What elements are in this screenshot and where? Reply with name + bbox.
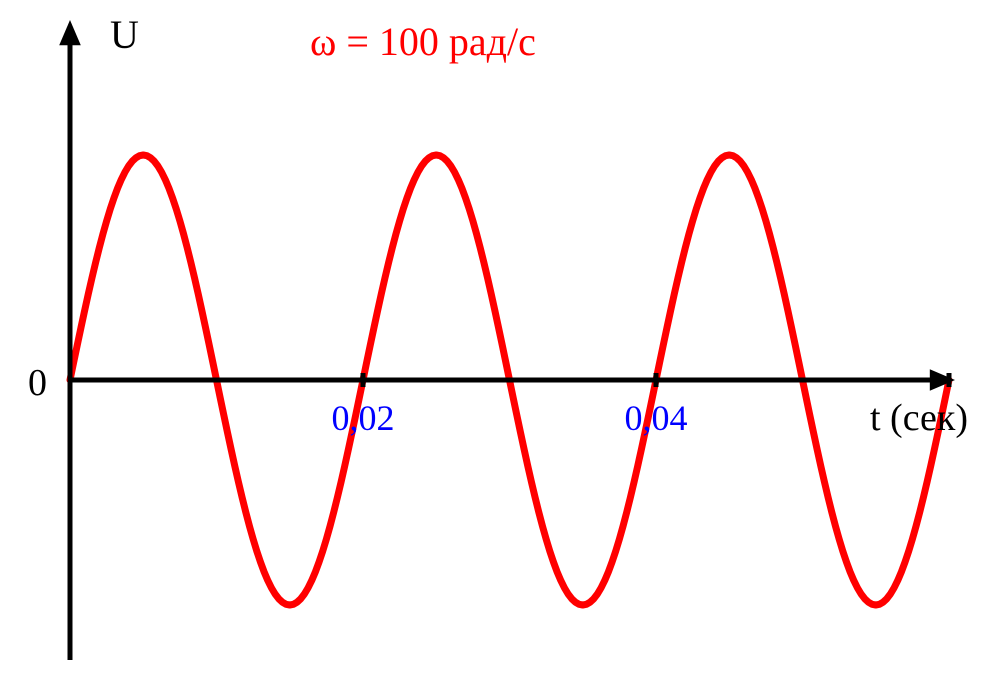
x-axis-label: t (сек) bbox=[870, 397, 968, 439]
y-axis-label: U bbox=[110, 12, 139, 57]
x-tick-label: 0,04 bbox=[625, 398, 688, 438]
omega-annotation: ω = 100 рад/с bbox=[310, 19, 536, 64]
x-tick-label: 0,02 bbox=[332, 398, 395, 438]
origin-label: 0 bbox=[28, 362, 47, 404]
sine-wave-chart: 0,02 0,04 0 Ut (сек) ω = 100 рад/с bbox=[0, 0, 998, 686]
chart-svg: 0,02 0,04 0 Ut (сек) ω = 100 рад/с bbox=[0, 0, 998, 686]
